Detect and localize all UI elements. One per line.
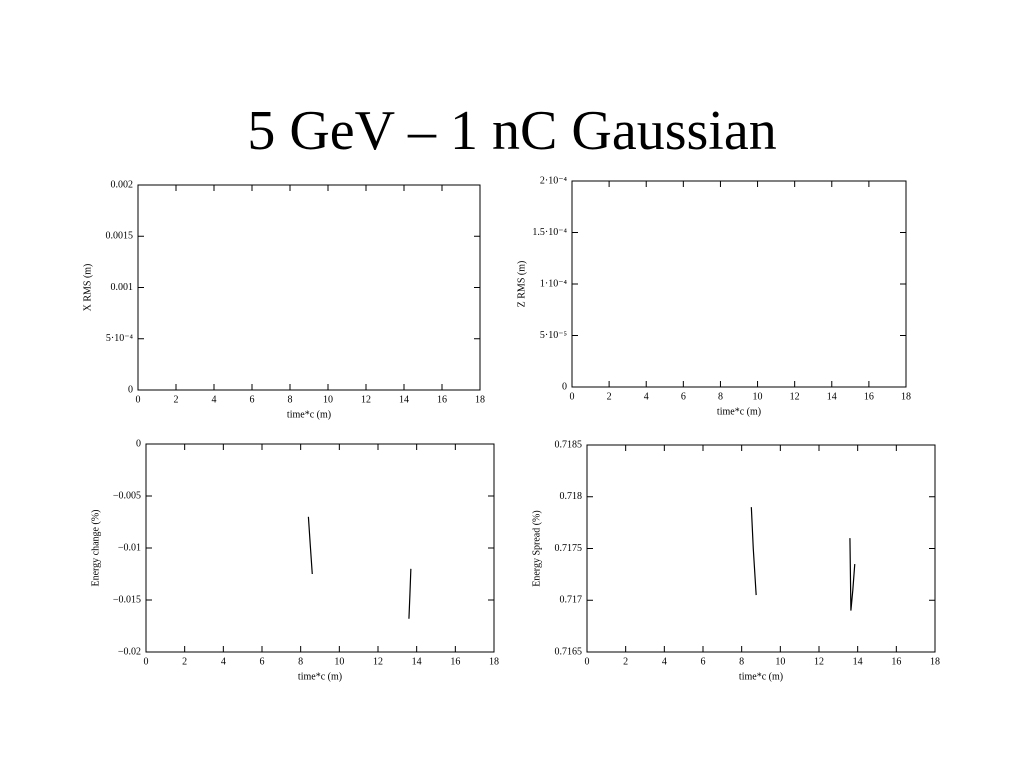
x-tick-label: 4 xyxy=(221,656,226,667)
x-tick-label: 0 xyxy=(136,394,141,405)
x-tick-label: 12 xyxy=(814,656,824,667)
y-axis-label: Z RMS (m) xyxy=(516,261,527,308)
x-tick-label: 0 xyxy=(585,656,590,667)
x-tick-label: 4 xyxy=(644,391,649,402)
x-tick-label: 10 xyxy=(334,656,344,667)
x-tick-label: 12 xyxy=(790,391,800,402)
y-tick-label: 0.0015 xyxy=(106,231,134,242)
x-tick-label: 2 xyxy=(174,394,179,405)
y-tick-label: 0.717 xyxy=(560,595,583,606)
x-tick-label: 4 xyxy=(212,394,217,405)
y-tick-label: 1·10⁻⁴ xyxy=(540,278,568,289)
x-tick-label: 0 xyxy=(144,656,149,667)
x-tick-label: 0 xyxy=(570,391,575,402)
y-tick-label: 1.5·10⁻⁴ xyxy=(532,227,567,238)
y-tick-label: 0 xyxy=(136,438,141,449)
x-tick-label: 14 xyxy=(827,391,837,402)
y-tick-label: 0.718 xyxy=(560,491,583,502)
x-tick-label: 6 xyxy=(681,391,686,402)
y-tick-label: −0.02 xyxy=(118,646,141,657)
x-axis-label: time*c (m) xyxy=(739,671,783,682)
slide-title: 5 GeV – 1 nC Gaussian xyxy=(247,100,776,162)
x-tick-label: 2 xyxy=(623,656,628,667)
x-axis-label: time*c (m) xyxy=(717,406,761,417)
x-tick-label: 18 xyxy=(930,656,940,667)
x-tick-label: 12 xyxy=(361,394,371,405)
x-tick-label: 18 xyxy=(901,391,911,402)
y-tick-label: 5·10⁻⁴ xyxy=(106,333,134,344)
y-tick-label: 0 xyxy=(562,381,567,392)
y-tick-label: 5·10⁻⁵ xyxy=(540,330,567,341)
x-tick-label: 16 xyxy=(437,394,447,405)
x-tick-label: 14 xyxy=(399,394,409,405)
x-tick-label: 6 xyxy=(260,656,265,667)
x-tick-label: 14 xyxy=(412,656,422,667)
x-tick-label: 2 xyxy=(607,391,612,402)
y-tick-label: −0.005 xyxy=(113,490,141,501)
x-tick-label: 16 xyxy=(864,391,874,402)
x-tick-label: 18 xyxy=(475,394,485,405)
plot-frame xyxy=(586,444,936,653)
y-tick-label: 0 xyxy=(128,384,133,395)
y-tick-label: −0.01 xyxy=(118,542,141,553)
y-axis-label: X RMS (m) xyxy=(82,264,93,312)
x-axis-label: time*c (m) xyxy=(298,671,342,682)
x-tick-label: 4 xyxy=(662,656,667,667)
x-tick-label: 10 xyxy=(775,656,785,667)
x-tick-label: 14 xyxy=(853,656,863,667)
y-axis-label: Energy change (%) xyxy=(90,509,101,586)
y-axis-label: Energy Spread (%) xyxy=(531,510,542,586)
x-tick-label: 8 xyxy=(288,394,293,405)
y-tick-label: −0.015 xyxy=(113,594,141,605)
x-tick-label: 12 xyxy=(373,656,383,667)
plot-frame xyxy=(571,180,907,388)
y-tick-label: 2·10⁻⁴ xyxy=(540,175,568,186)
x-tick-label: 8 xyxy=(718,391,723,402)
x-tick-label: 16 xyxy=(450,656,460,667)
y-tick-label: 0.7175 xyxy=(555,543,583,554)
x-tick-label: 6 xyxy=(250,394,255,405)
x-tick-label: 10 xyxy=(323,394,333,405)
x-axis-label: time*c (m) xyxy=(287,409,331,420)
x-tick-label: 16 xyxy=(891,656,901,667)
y-tick-label: 0.001 xyxy=(111,282,134,293)
x-tick-label: 10 xyxy=(753,391,763,402)
y-tick-label: 0.7185 xyxy=(555,439,583,450)
x-tick-label: 18 xyxy=(489,656,499,667)
plot-frame xyxy=(145,443,495,653)
y-tick-label: 0.7165 xyxy=(555,646,583,657)
x-tick-label: 8 xyxy=(739,656,744,667)
x-tick-label: 2 xyxy=(182,656,187,667)
x-tick-label: 6 xyxy=(701,656,706,667)
y-tick-label: 0.002 xyxy=(111,179,134,190)
data-line xyxy=(750,507,856,611)
plot-frame xyxy=(137,184,481,391)
data-line xyxy=(307,516,412,619)
x-tick-label: 8 xyxy=(298,656,303,667)
